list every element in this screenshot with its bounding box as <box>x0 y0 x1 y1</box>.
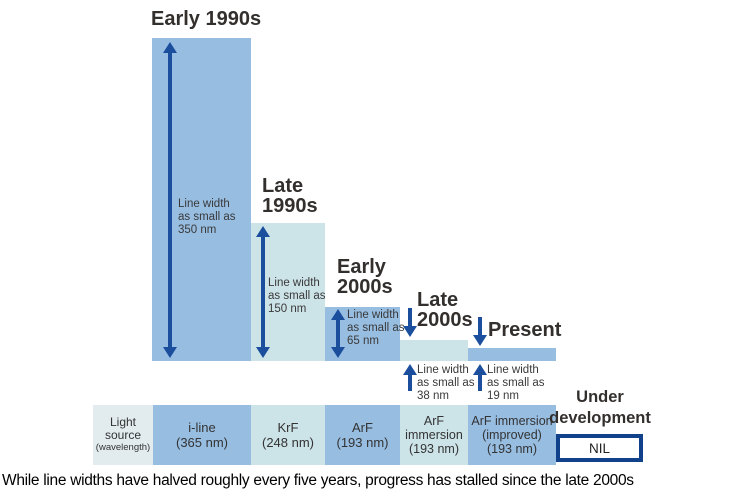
era-label-late-1990s: Late 1990s <box>262 175 318 217</box>
down-arrow-icon <box>403 308 417 337</box>
up-arrow-icon <box>473 364 487 391</box>
source-cell-krf: KrF (248 nm) <box>251 405 325 465</box>
nil-box: NIL <box>556 434 643 462</box>
under-development-label: Under development <box>549 388 651 427</box>
source-cell-arf: ArF (193 nm) <box>325 405 400 465</box>
up-arrow-icon <box>403 364 417 391</box>
annotation-19nm: Line width as small as 19 nm <box>487 364 545 402</box>
annotation-350nm: Line width as small as 350 nm <box>178 198 236 236</box>
down-arrow-icon <box>473 317 487 346</box>
source-cell-arf-immersion: ArF immersion (193 nm) <box>400 405 468 465</box>
double-arrow-icon <box>163 42 177 358</box>
annotation-65nm: Line width as small as 65 nm <box>347 309 405 347</box>
source-cell-arf-immersion-improved: ArF immersion (improved) (193 nm) <box>468 405 556 465</box>
bar-late-2000s <box>400 340 468 361</box>
annotation-150nm: Line width as small as 150 nm <box>268 277 326 315</box>
era-label-early-1990s: Early 1990s <box>151 8 262 30</box>
annotation-38nm: Line width as small as 38 nm <box>417 364 475 402</box>
double-arrow-icon <box>331 309 345 358</box>
caption: While line widths have halved roughly ev… <box>2 472 634 489</box>
row-header-light-source: Light source (wavelength) <box>93 405 153 465</box>
source-cell-i-line: i-line (365 nm) <box>153 405 251 465</box>
row-header-sub: (wavelength) <box>95 442 151 453</box>
row-header-title: Light source <box>104 415 142 442</box>
era-label-early-2000s: Early 2000s <box>337 256 393 298</box>
era-label-late-2000s: Late 2000s <box>417 289 473 331</box>
double-arrow-icon <box>256 226 270 358</box>
bar-present <box>468 348 556 361</box>
era-label-present: Present <box>488 319 562 341</box>
nil-label: NIL <box>588 440 610 456</box>
